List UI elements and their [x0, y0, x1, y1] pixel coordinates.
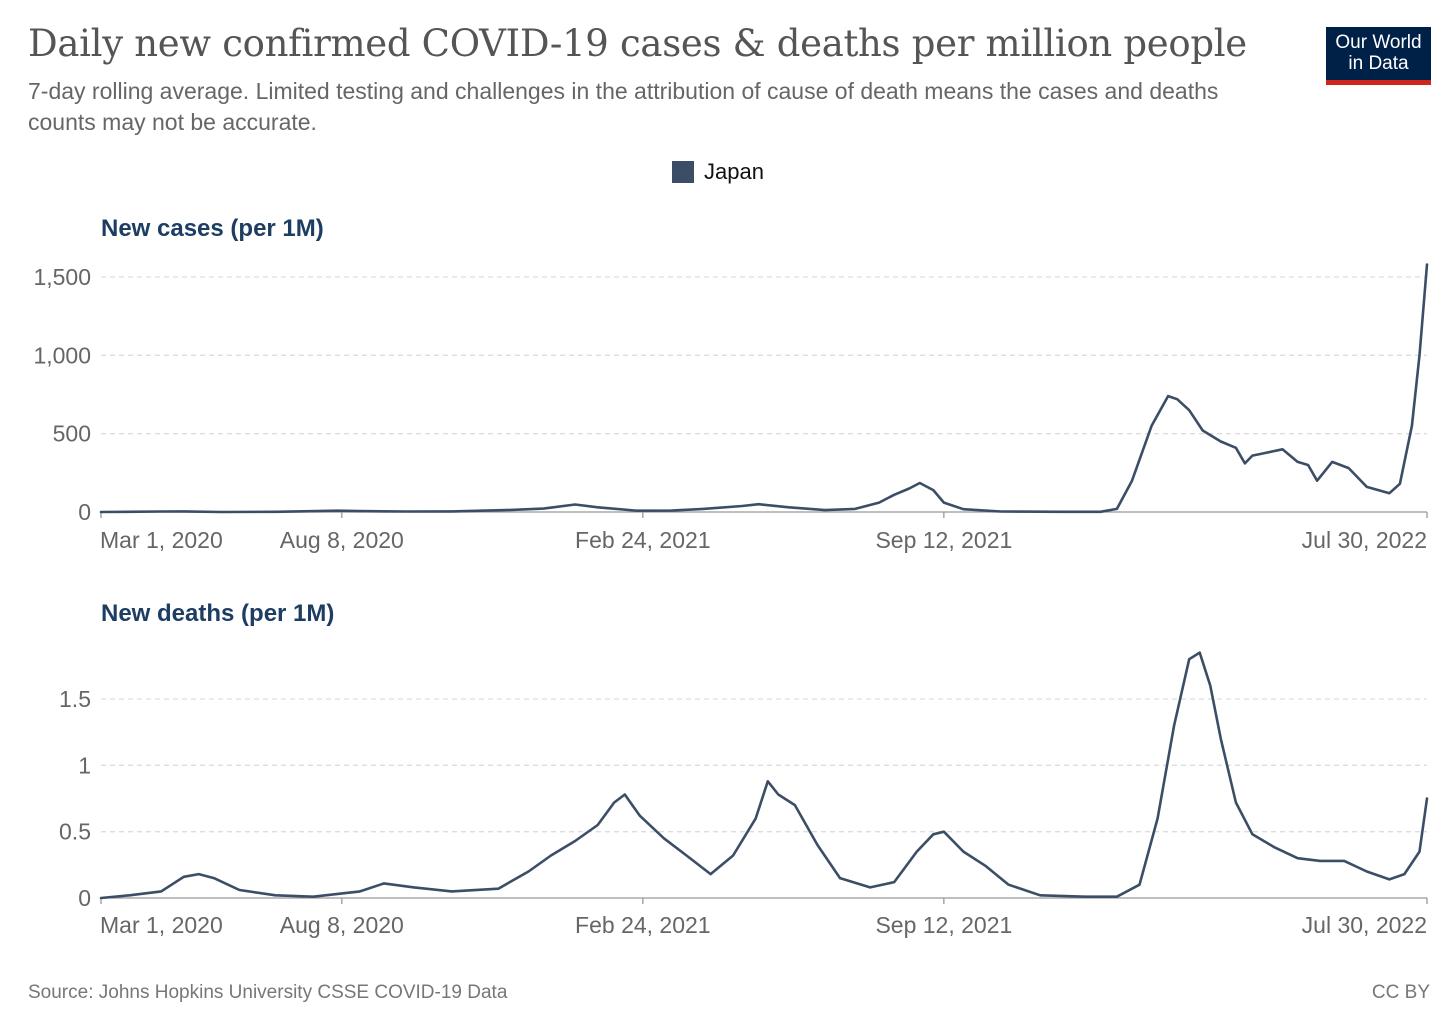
deaths-panel-title: New deaths (per 1M) [101, 600, 334, 627]
cases-x-tick-label: Sep 12, 2021 [875, 527, 1012, 553]
cases-panel: New cases (per 1M) 0 500 1,000 1,500 Mar 1, 2… [33, 215, 1429, 553]
legend-swatch [672, 161, 694, 183]
deaths-line-japan [99, 651, 1429, 900]
deaths-y-tick-label: 1.5 [59, 686, 91, 712]
deaths-x-tick-label: Feb 24, 2021 [575, 912, 711, 938]
logo-accent-bar [1326, 80, 1431, 85]
deaths-x-tick-label: Aug 8, 2020 [280, 912, 404, 938]
legend-label: Japan [704, 159, 764, 184]
cases-panel-title: New cases (per 1M) [101, 215, 324, 242]
cases-x-tick-label: Jul 30, 2022 [1302, 527, 1427, 553]
deaths-panel: New deaths (per 1M) 0 0.5 1 1.5 Mar 1, 2020 Au… [59, 600, 1429, 938]
logo-line-2: in Data [1348, 53, 1409, 74]
cases-x-tick-label: Aug 8, 2020 [280, 527, 404, 553]
cases-y-tick-label: 1,000 [33, 342, 91, 368]
deaths-y-tick-label: 1 [78, 752, 91, 778]
cases-x-tick-label: Feb 24, 2021 [575, 527, 711, 553]
owid-logo[interactable]: Our World in Data [1326, 27, 1431, 85]
deaths-x-tick-label: Mar 1, 2020 [100, 912, 223, 938]
cases-x-tick-label: Mar 1, 2020 [100, 527, 223, 553]
deaths-x-tick-label: Sep 12, 2021 [875, 912, 1012, 938]
cases-y-tick-label: 1,500 [33, 264, 91, 290]
deaths-y-tick-label: 0 [78, 885, 91, 911]
deaths-x-tick-label: Jul 30, 2022 [1302, 912, 1427, 938]
cases-y-tick-label: 500 [53, 421, 91, 447]
chart-subtitle: 7-day rolling average. Limited testing a… [28, 78, 1219, 135]
cases-line-japan [99, 263, 1429, 514]
chart-title: Daily new confirmed COVID-19 cases & dea… [28, 22, 1247, 65]
license-note[interactable]: CC BY [1371, 982, 1430, 1003]
deaths-y-tick-label: 0.5 [59, 819, 91, 845]
cases-y-tick-label: 0 [78, 499, 91, 525]
legend[interactable]: Japan [672, 159, 764, 184]
logo-line-1: Our World [1335, 32, 1422, 53]
source-note[interactable]: Source: Johns Hopkins University CSSE CO… [28, 982, 508, 1003]
